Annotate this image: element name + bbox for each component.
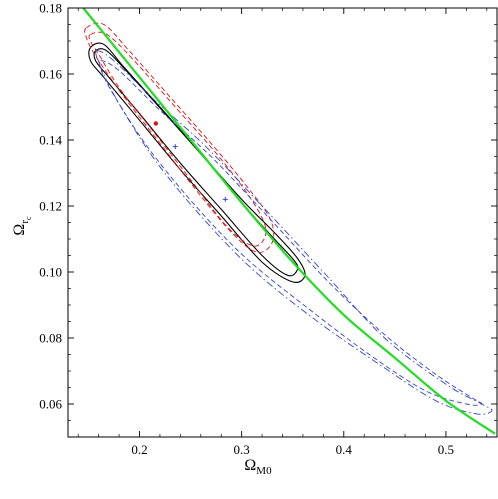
contour-black-2: [93, 48, 299, 277]
axes: 0.2 0.3 0.4 0.5 0.06 0.08 0.10 0.12 0.14 0.16 0.18: [39, 1, 498, 457]
x-axis-label-main: Ω: [244, 457, 256, 474]
x-tick-label: 0.4: [336, 442, 353, 457]
y-tick-label: 0.18: [39, 1, 62, 16]
best-fit-point-blue-2: [222, 196, 228, 202]
y-axis-label-subsub: c: [24, 216, 33, 220]
y-tick-label: 0.16: [39, 67, 62, 82]
x-axis-label: ΩM0: [244, 457, 272, 477]
contour-red-3: [84, 22, 275, 253]
best-fit-point-blue-1: [172, 144, 178, 150]
contour-red-4: [88, 31, 267, 247]
y-axis-label-main: Ω: [11, 224, 28, 236]
contour-blue-6: [98, 60, 483, 406]
x-tick-label: 0.5: [438, 442, 454, 457]
axis-labels: ΩM0 Ωrc: [11, 216, 272, 477]
contour-blue-5: [95, 50, 493, 415]
y-tick-label: 0.14: [39, 133, 62, 148]
y-axis-label-sub: r: [19, 220, 31, 224]
best-fit-point-red: [153, 121, 159, 126]
flat-universe-line: [82, 8, 496, 435]
plot-frame: [67, 7, 498, 438]
plot-content: [82, 8, 496, 435]
y-axis-label: Ωrc: [11, 216, 33, 236]
plot-area: [82, 8, 496, 435]
y-tick-label: 0.10: [39, 265, 62, 280]
x-tick-label: 0.3: [234, 442, 250, 457]
y-tick-label: 0.08: [39, 331, 62, 346]
y-tick-label: 0.06: [39, 397, 62, 412]
x-axis-label-sub: M0: [256, 465, 272, 477]
x-tick-label: 0.2: [131, 442, 147, 457]
y-tick-label: 0.12: [39, 199, 62, 214]
contour-black-1: [88, 42, 306, 283]
